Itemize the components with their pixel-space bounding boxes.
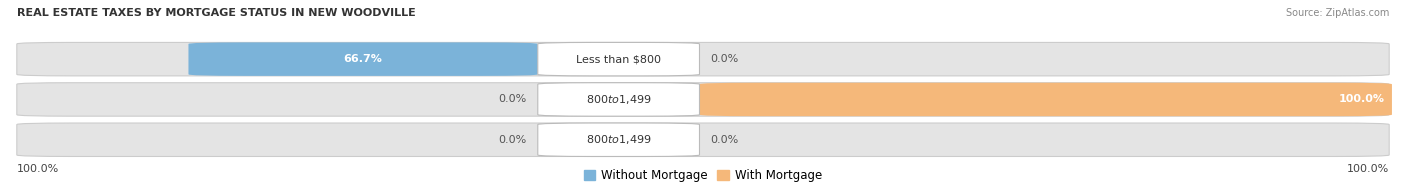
FancyBboxPatch shape — [188, 43, 537, 76]
Text: Less than $800: Less than $800 — [576, 54, 661, 64]
Text: $800 to $1,499: $800 to $1,499 — [586, 93, 651, 106]
Text: $800 to $1,499: $800 to $1,499 — [586, 133, 651, 146]
FancyBboxPatch shape — [537, 123, 700, 156]
FancyBboxPatch shape — [537, 43, 700, 76]
Text: 66.7%: 66.7% — [343, 54, 382, 64]
Text: 0.0%: 0.0% — [710, 135, 738, 145]
Text: 100.0%: 100.0% — [17, 164, 59, 175]
Text: Source: ZipAtlas.com: Source: ZipAtlas.com — [1285, 8, 1389, 18]
Text: REAL ESTATE TAXES BY MORTGAGE STATUS IN NEW WOODVILLE: REAL ESTATE TAXES BY MORTGAGE STATUS IN … — [17, 8, 416, 18]
Legend: Without Mortgage, With Mortgage: Without Mortgage, With Mortgage — [579, 164, 827, 187]
Text: 0.0%: 0.0% — [499, 94, 527, 105]
Text: 100.0%: 100.0% — [1347, 164, 1389, 175]
FancyBboxPatch shape — [537, 83, 700, 116]
FancyBboxPatch shape — [700, 83, 1392, 116]
FancyBboxPatch shape — [17, 43, 1389, 76]
Text: 0.0%: 0.0% — [499, 135, 527, 145]
Text: 100.0%: 100.0% — [1339, 94, 1385, 105]
FancyBboxPatch shape — [17, 123, 1389, 156]
FancyBboxPatch shape — [17, 83, 1389, 116]
Text: 0.0%: 0.0% — [710, 54, 738, 64]
